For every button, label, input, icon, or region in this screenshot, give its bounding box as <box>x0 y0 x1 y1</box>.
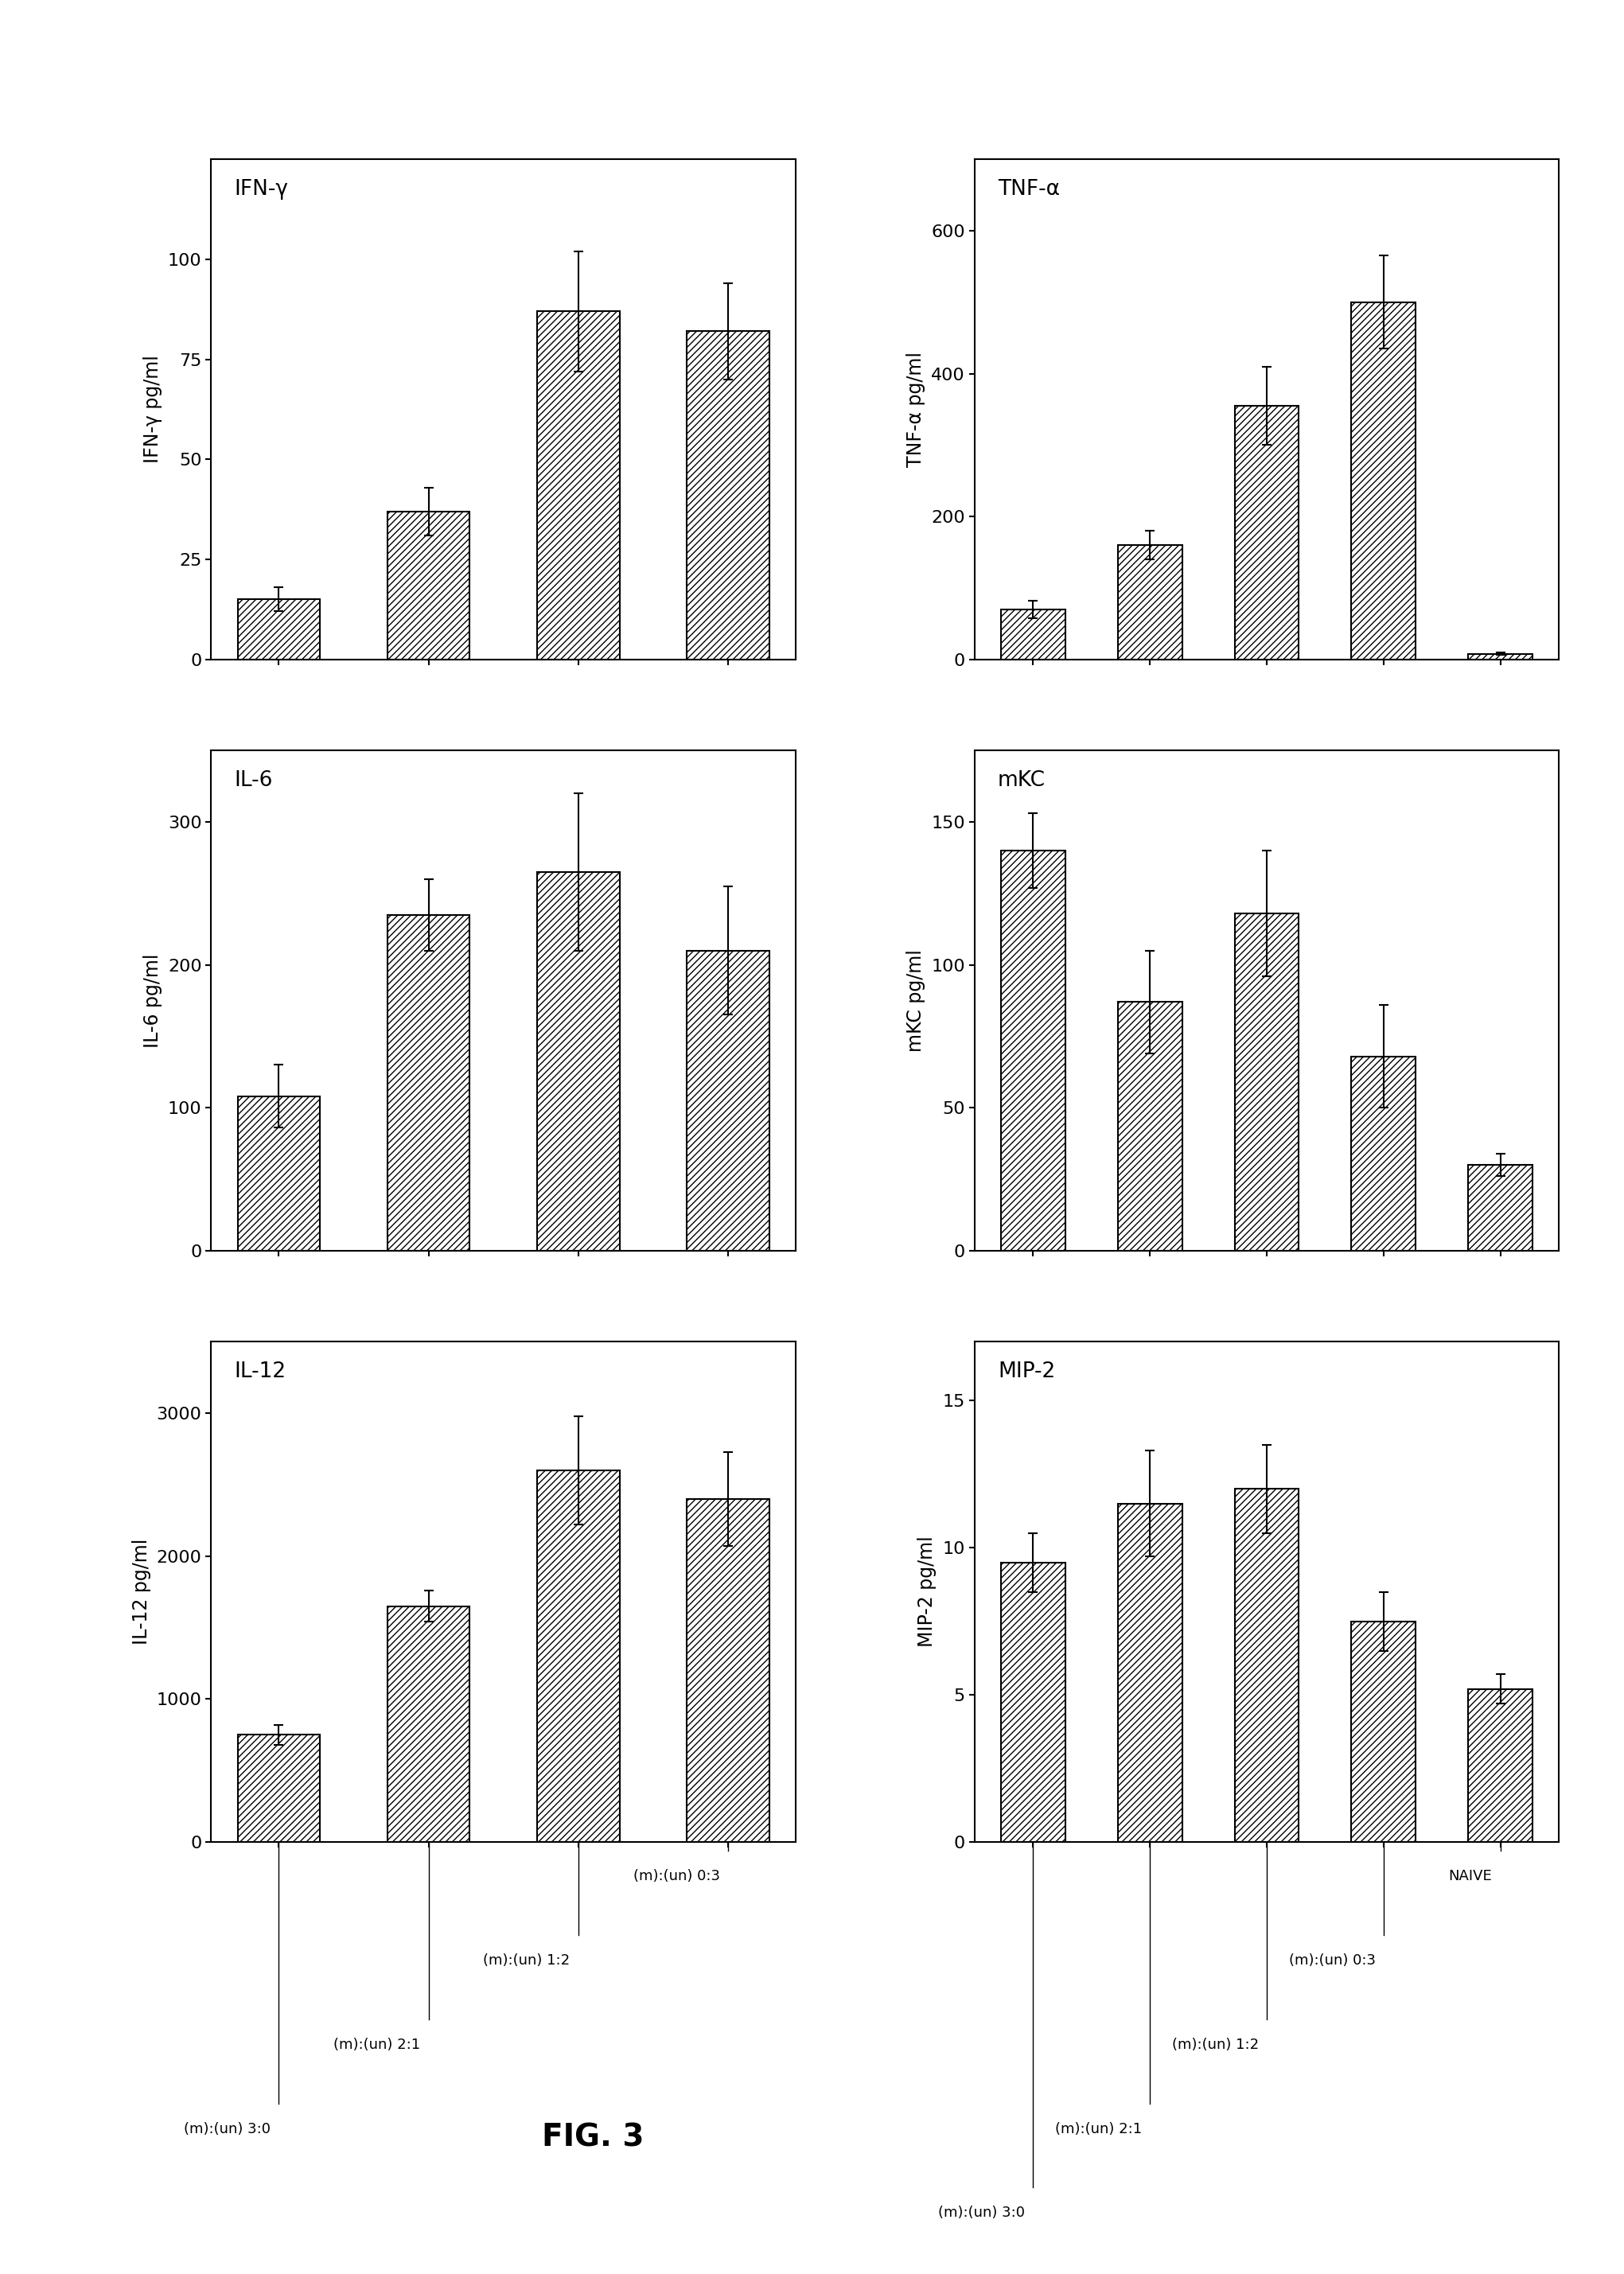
Bar <box>1000 1562 1065 1842</box>
Text: TNF-α: TNF-α <box>997 180 1060 200</box>
Bar <box>1234 914 1299 1251</box>
Bar <box>538 1471 619 1842</box>
Bar <box>1234 405 1299 659</box>
Text: (m):(un) 2:1: (m):(un) 2:1 <box>1056 2122 1142 2135</box>
Bar <box>1351 1621 1416 1842</box>
Y-axis label: MIP-2 pg/ml: MIP-2 pg/ml <box>918 1537 937 1646</box>
Bar <box>1468 1164 1533 1251</box>
Text: (m):(un) 3:0: (m):(un) 3:0 <box>184 2122 271 2135</box>
Bar <box>687 951 770 1251</box>
Y-axis label: mKC pg/ml: mKC pg/ml <box>906 948 926 1053</box>
Text: FIG. 3: FIG. 3 <box>542 2122 643 2153</box>
Text: (m):(un) 0:3: (m):(un) 0:3 <box>633 1869 719 1883</box>
Bar <box>1117 546 1182 659</box>
Text: (m):(un) 1:2: (m):(un) 1:2 <box>1173 2038 1259 2051</box>
Text: IL-12: IL-12 <box>234 1362 286 1383</box>
Text: (m):(un) 3:0: (m):(un) 3:0 <box>939 2206 1025 2219</box>
Bar <box>237 1096 320 1251</box>
Bar <box>237 600 320 659</box>
Bar <box>1468 1690 1533 1842</box>
Bar <box>1234 1489 1299 1842</box>
Y-axis label: IFN-γ pg/ml: IFN-γ pg/ml <box>143 355 162 464</box>
Text: mKC: mKC <box>997 771 1046 791</box>
Bar <box>1468 653 1533 659</box>
Bar <box>237 1735 320 1842</box>
Bar <box>687 1499 770 1842</box>
Bar <box>538 871 619 1251</box>
Bar <box>538 312 619 659</box>
Text: IFN-γ: IFN-γ <box>234 180 289 200</box>
Bar <box>388 512 469 659</box>
Bar <box>388 1605 469 1842</box>
Y-axis label: IL-6 pg/ml: IL-6 pg/ml <box>143 953 162 1048</box>
Text: (m):(un) 0:3: (m):(un) 0:3 <box>1289 1953 1376 1967</box>
Y-axis label: TNF-α pg/ml: TNF-α pg/ml <box>906 352 926 466</box>
Y-axis label: IL-12 pg/ml: IL-12 pg/ml <box>132 1539 151 1644</box>
Bar <box>1117 1503 1182 1842</box>
Bar <box>1000 609 1065 659</box>
Text: IL-6: IL-6 <box>234 771 273 791</box>
Text: (m):(un) 2:1: (m):(un) 2:1 <box>333 2038 421 2051</box>
Text: (m):(un) 1:2: (m):(un) 1:2 <box>484 1953 570 1967</box>
Bar <box>1351 302 1416 659</box>
Bar <box>1351 1057 1416 1251</box>
Text: MIP-2: MIP-2 <box>997 1362 1056 1383</box>
Text: NAIVE: NAIVE <box>1449 1869 1492 1883</box>
Bar <box>687 332 770 659</box>
Bar <box>1000 850 1065 1251</box>
Bar <box>1117 1003 1182 1251</box>
Bar <box>388 914 469 1251</box>
